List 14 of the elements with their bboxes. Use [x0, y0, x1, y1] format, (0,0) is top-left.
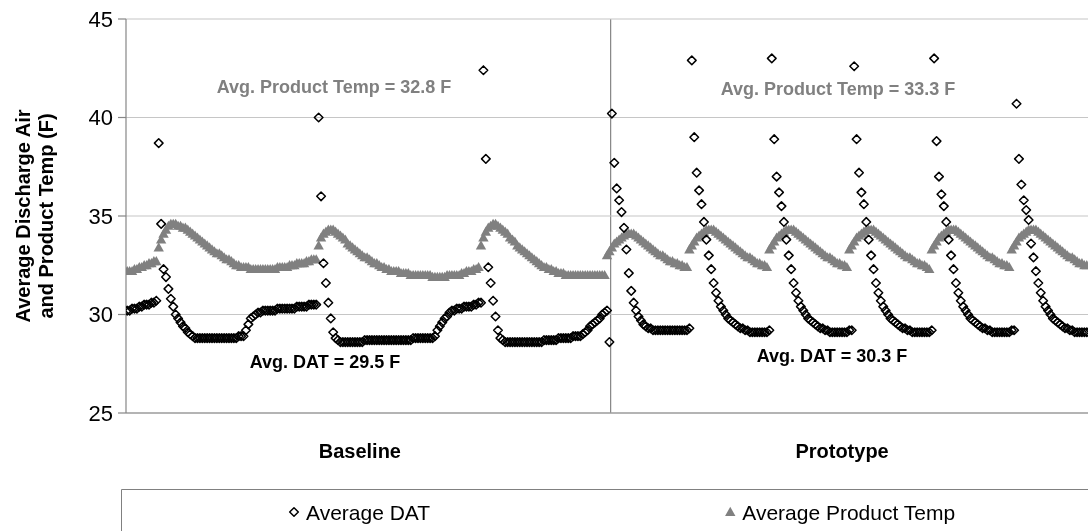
- annotation: Avg. DAT = 30.3 F: [756, 346, 908, 366]
- annotation: Avg. Product Temp = 33.3 F: [720, 79, 956, 99]
- x-tick-label: Prototype: [795, 440, 889, 462]
- y-axis-title: Average Discharge Air and Product Temp (F): [11, 109, 57, 323]
- x-tick-label: Baseline: [318, 440, 401, 462]
- legend-label: Average DAT: [306, 500, 431, 524]
- annotation: Avg. DAT = 29.5 F: [249, 352, 401, 372]
- y-tick-label: 40: [88, 105, 113, 131]
- annotation: Avg. Product Temp = 32.8 F: [216, 77, 452, 97]
- y-tick-label: 30: [88, 302, 113, 328]
- legend-label: Average Product Temp: [742, 500, 956, 524]
- y-tick-label: 35: [88, 203, 113, 229]
- y-tick-label: 45: [88, 6, 113, 32]
- y-tick-label: 25: [88, 400, 113, 426]
